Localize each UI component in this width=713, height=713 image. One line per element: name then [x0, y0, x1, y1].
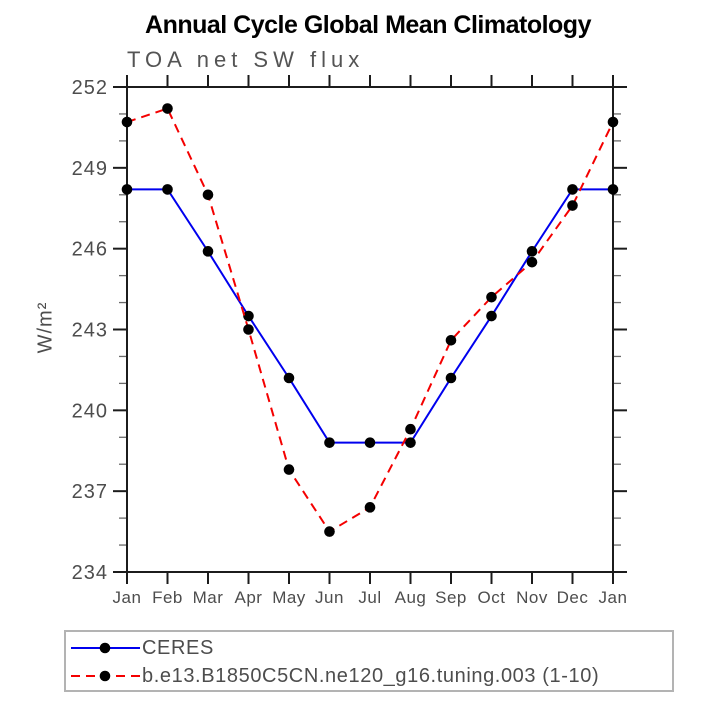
- data-point-marker: [202, 189, 214, 201]
- data-point-marker: [162, 103, 173, 114]
- data-point-marker: [324, 526, 335, 537]
- x-axis-month-label: Apr: [235, 588, 263, 607]
- legend-label-ceres: CERES: [142, 636, 214, 659]
- x-axis-month-label: Oct: [478, 588, 506, 607]
- data-point-marker: [283, 372, 295, 384]
- legend-label-model: b.e13.B1850C5CN.ne120_g16.tuning.003 (1-…: [142, 664, 600, 687]
- series-line-1: [126, 107, 614, 533]
- y-axis-tick-label: 252: [72, 77, 108, 99]
- data-point-marker: [607, 116, 619, 128]
- y-axis-tick-label: 237: [72, 481, 108, 503]
- x-axis-month-label: Jan: [599, 588, 628, 607]
- data-point-marker: [283, 464, 295, 475]
- y-axis-tick-label: 240: [72, 400, 108, 422]
- x-axis-month-label: May: [272, 588, 306, 607]
- data-point-marker: [445, 372, 457, 384]
- legend-box: CERES b.e13.B1850C5CN.ne120_g16.tuning.0…: [64, 630, 674, 692]
- data-point-marker: [121, 184, 133, 195]
- data-point-marker: [486, 310, 497, 322]
- legend-line-swatch-ceres: [71, 642, 140, 654]
- data-point-marker: [567, 184, 578, 195]
- data-point-marker: [486, 291, 497, 303]
- legend-entry-model: b.e13.B1850C5CN.ne120_g16.tuning.003 (1-…: [66, 662, 599, 690]
- legend-swatch-marker: [99, 670, 111, 682]
- legend-line-swatch-model: [71, 670, 140, 682]
- x-axis-month-label: Jun: [315, 588, 344, 607]
- x-axis-month-label: Nov: [516, 588, 548, 607]
- y-axis-tick-label: 246: [72, 239, 108, 261]
- y-axis-tick-label: 249: [72, 158, 108, 180]
- data-point-marker: [324, 437, 335, 448]
- data-point-marker: [607, 184, 619, 195]
- chart-subtitle: TOA net SW flux: [127, 47, 365, 72]
- chart-title: Annual Cycle Global Mean Climatology: [145, 11, 591, 39]
- x-axis-month-label: Sep: [435, 588, 467, 607]
- data-point-marker: [202, 246, 214, 257]
- data-point-marker: [567, 200, 578, 211]
- x-axis-month-label: Jul: [358, 588, 381, 607]
- x-axis-month-label: Dec: [557, 588, 589, 607]
- y-axis-tick-label: 234: [72, 562, 108, 584]
- data-point-marker: [445, 334, 457, 346]
- x-axis-month-label: Aug: [395, 588, 427, 607]
- x-axis-month-label: Feb: [152, 588, 183, 607]
- plot-frame: [126, 86, 614, 573]
- data-point-marker: [364, 437, 376, 448]
- data-point-marker: [526, 246, 538, 257]
- data-point-marker: [162, 184, 173, 195]
- data-point-marker: [364, 502, 376, 513]
- data-point-marker: [526, 256, 538, 268]
- x-axis-month-label: Mar: [193, 588, 224, 607]
- legend-swatch-marker: [99, 642, 111, 654]
- data-point-marker: [121, 116, 133, 128]
- legend-entry-ceres: CERES: [66, 634, 214, 662]
- data-point-marker: [405, 423, 416, 435]
- data-point-marker: [243, 310, 254, 322]
- data-point-marker: [243, 324, 254, 335]
- data-point-marker: [405, 437, 416, 448]
- y-axis-tick-label: 243: [72, 320, 108, 342]
- x-axis-month-label: Jan: [113, 588, 142, 607]
- series-line-0: [127, 188, 613, 444]
